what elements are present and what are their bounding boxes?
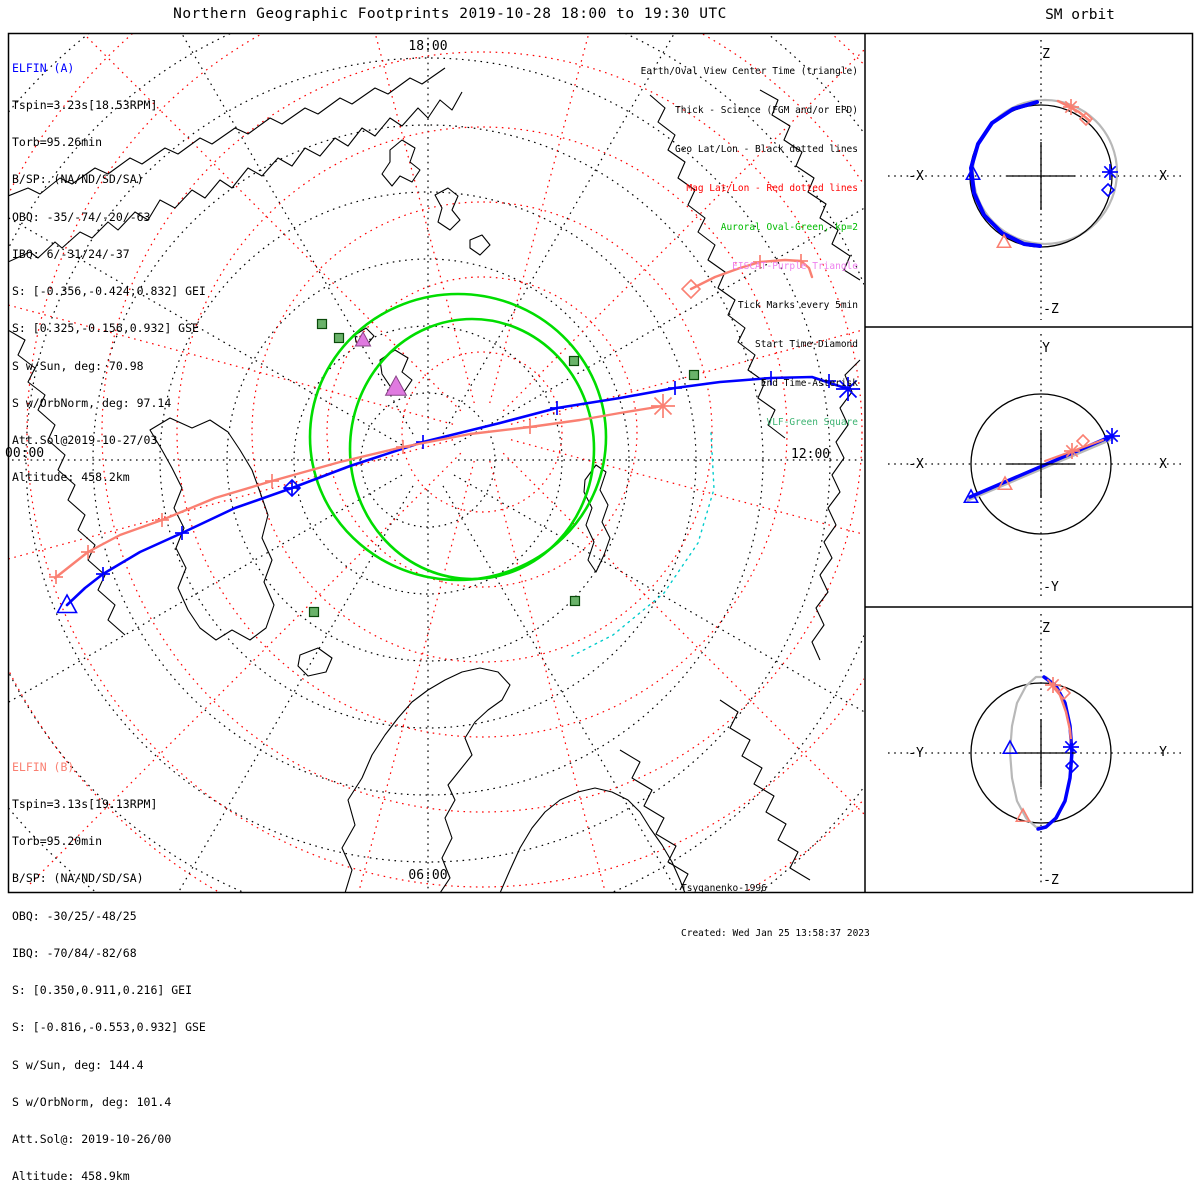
plot-svg: Z -Z -X X Y -Y -X X Z -Z -Y Y	[7, 32, 1194, 894]
map-legend: Earth/Oval View Center Time (triangle) T…	[438, 39, 858, 442]
legend-line: Mag Lat/Lon - Red dotted lines	[686, 183, 858, 194]
elfin-b-line: IBQ: -70/84/-82/68	[12, 945, 137, 960]
elfin-b-line: S w/Sun, deg: 144.4	[12, 1057, 144, 1072]
coastline	[469, 234, 491, 256]
elfin-b-footprint-track	[49, 254, 814, 584]
credits-block: Tsyganenko-1996 Created: Wed Jan 25 13:5…	[681, 851, 870, 956]
svg-text:-X: -X	[908, 457, 924, 472]
svg-text:Z: Z	[1042, 621, 1050, 636]
coastline	[719, 699, 811, 881]
coastline	[434, 187, 461, 231]
legend-line: Tick Marks every 5min	[737, 300, 858, 311]
elfin-a-label: ELFIN (A)	[12, 60, 75, 75]
outer-frame	[7, 32, 1194, 894]
elfin-a-info-block: ELFIN (A) Tspin=3.23s[18.53RPM] Torb=95.…	[12, 37, 206, 496]
elfin-a-line: S: [-0.356,-0.424,0.832] GEI	[12, 284, 206, 299]
elfin-a-line: S w/OrbNorm, deg: 97.14	[12, 395, 172, 410]
elfin-a-line: Tspin=3.23s[18.53RPM]	[12, 98, 158, 113]
coastline	[379, 349, 413, 393]
coastline	[9, 67, 446, 197]
elfin-b-label: ELFIN (B)	[12, 759, 75, 774]
created-timestamp: Created: Wed Jan 25 13:58:37 2023	[681, 928, 870, 939]
sm-orbit-panel-2: Y -Y -X X	[888, 334, 1184, 600]
coastline	[9, 329, 126, 636]
svg-text:Y: Y	[1042, 341, 1050, 356]
coastline	[759, 89, 861, 281]
elfin-a-line: Altitude: 458.2km	[12, 470, 130, 485]
plot-page: { "title": "Northern Geographic Footprin…	[5, 6, 1194, 1183]
elfin-b-line: S: [-0.816,-0.553,0.932] GSE	[12, 1020, 206, 1035]
legend-line: Geo Lat/Lon - Black dotted lines	[674, 144, 858, 155]
coastline	[811, 359, 861, 661]
elfin-a-line: Torb=95.26min	[12, 135, 103, 150]
model-label: Tsyganenko-1996	[681, 883, 767, 894]
svg-text:-Z: -Z	[1043, 873, 1059, 888]
elfin-b-line: Altitude: 458.9km	[12, 1169, 130, 1184]
elfin-a-line: S: [0.325,-0.156,0.932] GSE	[12, 321, 199, 336]
coastline	[381, 139, 421, 187]
coastline	[583, 464, 611, 573]
sm-orbit-panel-1: Z -Z -X X	[888, 40, 1184, 320]
page-title: Northern Geographic Footprints 2019-10-2…	[173, 6, 727, 22]
coastline	[341, 667, 511, 892]
sm-orbit-panel-3: Z -Z -Y Y	[888, 614, 1184, 888]
elfin-b-info-block: ELFIN (B) Tspin=3.13s[19.13RPM] Torb=95.…	[12, 736, 206, 1195]
map-data-layer	[49, 254, 860, 657]
svg-text:Z: Z	[1042, 47, 1050, 62]
coastline	[619, 749, 689, 891]
elfin-b-line: Torb=95.20min	[12, 834, 103, 849]
sm-orbit-title: SM orbit	[1045, 7, 1115, 23]
legend-line: EISCAT-Purple Triangle	[732, 261, 858, 272]
coastline	[149, 417, 275, 641]
elfin-b-line: S: [0.350,0.911,0.216] GEI	[12, 983, 193, 998]
mlt-label-12: 12:00	[791, 447, 831, 462]
frame-layer	[7, 32, 1194, 894]
elfin-a-line: Att.Sol@2019-10-27/03	[12, 433, 158, 447]
elfin-a-line: OBQ: -35/-74/-20/-63	[12, 209, 151, 224]
map-grid-layer	[9, 34, 864, 892]
svg-text:-Z: -Z	[1043, 302, 1059, 317]
mlt-label-00: 00:00	[5, 446, 45, 461]
coastline	[499, 787, 686, 892]
coastline	[649, 94, 786, 439]
legend-line: Start Time-Diamond	[755, 339, 858, 350]
coastline	[297, 647, 333, 677]
legend-line: Auroral Oval-Green, kp=2	[720, 222, 858, 233]
legend-line: VLF-Green Square	[766, 417, 858, 428]
elfin-a-line: S w/Sun, deg: 70.98	[12, 358, 144, 373]
elfin-b-line: Tspin=3.13s[19.13RPM]	[12, 797, 158, 812]
legend-line: Earth/Oval View Center Time (triangle)	[640, 66, 858, 77]
elfin-b-line: B/SP: (NA/ND/SD/SA)	[12, 871, 144, 886]
coastlines-layer	[9, 67, 861, 892]
elfin-b-line: Att.Sol@: 2019-10-26/00	[12, 1132, 172, 1146]
mlt-label-06: 06:00	[408, 868, 448, 883]
sm-orbit-panels-layer: Z -Z -X X Y -Y -X X Z -Z -Y Y	[888, 40, 1184, 888]
coastline	[354, 327, 375, 347]
svg-text:-Y: -Y	[1043, 580, 1059, 595]
coastline	[9, 91, 463, 263]
legend-line: End Time-Asterisk	[760, 378, 858, 389]
svg-text:X: X	[1159, 169, 1167, 184]
elfin-b-line: S w/OrbNorm, deg: 101.4	[12, 1094, 172, 1109]
elfin-a-line: B/SP: (NA/ND/SD/SA)	[12, 172, 144, 187]
svg-text:X: X	[1159, 457, 1167, 472]
elfin-b-line: OBQ: -30/25/-48/25	[12, 908, 137, 923]
svg-text:Y: Y	[1159, 745, 1167, 760]
elfin-a-line: IBQ: 6/-31/24/-37	[12, 246, 130, 261]
svg-text:-X: -X	[908, 169, 924, 184]
svg-text:-Y: -Y	[908, 746, 924, 761]
mlt-label-18: 18:00	[408, 39, 448, 54]
legend-line: Thick - Science (FGM and/or EPD)	[674, 105, 858, 116]
